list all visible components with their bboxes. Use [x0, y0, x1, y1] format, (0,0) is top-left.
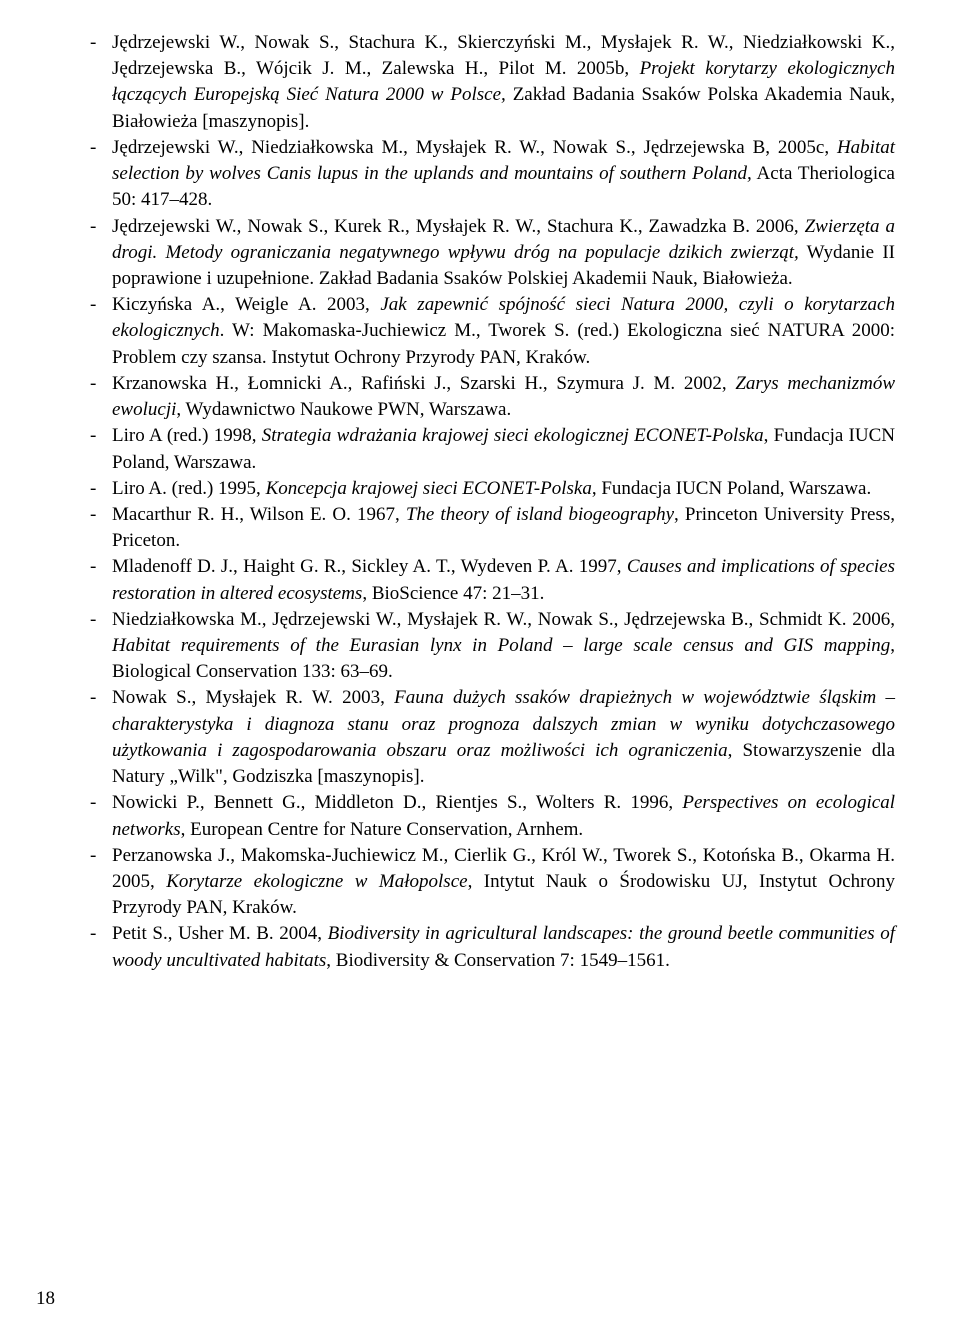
- reference-text: Liro A (red.) 1998,: [112, 425, 262, 446]
- reference-text: The theory of island biogeography: [406, 504, 674, 525]
- reference-text: Liro A. (red.) 1995,: [112, 478, 266, 499]
- reference-text: . W: Makomaska-Juchiewicz M., Tworek S. …: [112, 320, 895, 367]
- reference-item: Jędrzejewski W., Nowak S., Stachura K., …: [90, 30, 895, 135]
- reference-text: Jędrzejewski W., Nowak S., Kurek R., Mys…: [112, 216, 805, 237]
- reference-item: Perzanowska J., Makomska-Juchiewicz M., …: [90, 843, 895, 922]
- reference-text: Macarthur R. H., Wilson E. O. 1967,: [112, 504, 406, 525]
- reference-list: Jędrzejewski W., Nowak S., Stachura K., …: [90, 30, 895, 974]
- reference-text: Petit S., Usher M. B. 2004,: [112, 923, 328, 944]
- reference-item: Macarthur R. H., Wilson E. O. 1967, The …: [90, 502, 895, 554]
- reference-item: Liro A. (red.) 1995, Koncepcja krajowej …: [90, 476, 895, 502]
- reference-item: Jędrzejewski W., Nowak S., Kurek R., Mys…: [90, 214, 895, 293]
- reference-item: Liro A (red.) 1998, Strategia wdrażania …: [90, 423, 895, 475]
- reference-text: Niedziałkowska M., Jędrzejewski W., Mysł…: [112, 609, 895, 630]
- reference-text: , BioScience 47: 21–31.: [362, 583, 544, 604]
- reference-text: Strategia wdrażania krajowej sieci ekolo…: [262, 425, 764, 446]
- reference-text: , Biodiversity & Conservation 7: 1549–15…: [326, 950, 670, 971]
- reference-text: Nowak S., Mysłajek R. W. 2003,: [112, 687, 394, 708]
- reference-text: Krzanowska H., Łomnicki A., Rafiński J.,…: [112, 373, 735, 394]
- reference-text: Mladenoff D. J., Haight G. R., Sickley A…: [112, 556, 627, 577]
- reference-item: Kiczyńska A., Weigle A. 2003, Jak zapewn…: [90, 292, 895, 371]
- reference-item: Nowicki P., Bennett G., Middleton D., Ri…: [90, 790, 895, 842]
- reference-item: Krzanowska H., Łomnicki A., Rafiński J.,…: [90, 371, 895, 423]
- reference-text: Koncepcja krajowej sieci ECONET-Polska: [266, 478, 592, 499]
- reference-item: Niedziałkowska M., Jędrzejewski W., Mysł…: [90, 607, 895, 686]
- reference-item: Petit S., Usher M. B. 2004, Biodiversity…: [90, 921, 895, 973]
- reference-text: Habitat requirements of the Eurasian lyn…: [112, 635, 890, 656]
- reference-text: Kiczyńska A., Weigle A. 2003,: [112, 294, 380, 315]
- reference-text: , Fundacja IUCN Poland, Warszawa.: [592, 478, 871, 499]
- reference-item: Nowak S., Mysłajek R. W. 2003, Fauna duż…: [90, 685, 895, 790]
- reference-text: , Wydawnictwo Naukowe PWN, Warszawa.: [176, 399, 511, 420]
- reference-text: Nowicki P., Bennett G., Middleton D., Ri…: [112, 792, 682, 813]
- page-number: 18: [36, 1286, 55, 1312]
- reference-text: , European Centre for Nature Conservatio…: [181, 819, 584, 840]
- reference-item: Mladenoff D. J., Haight G. R., Sickley A…: [90, 554, 895, 606]
- reference-text: Jędrzejewski W., Niedziałkowska M., Mysł…: [112, 137, 837, 158]
- reference-item: Jędrzejewski W., Niedziałkowska M., Mysł…: [90, 135, 895, 214]
- reference-text: Korytarze ekologiczne w Małopolsce: [166, 871, 467, 892]
